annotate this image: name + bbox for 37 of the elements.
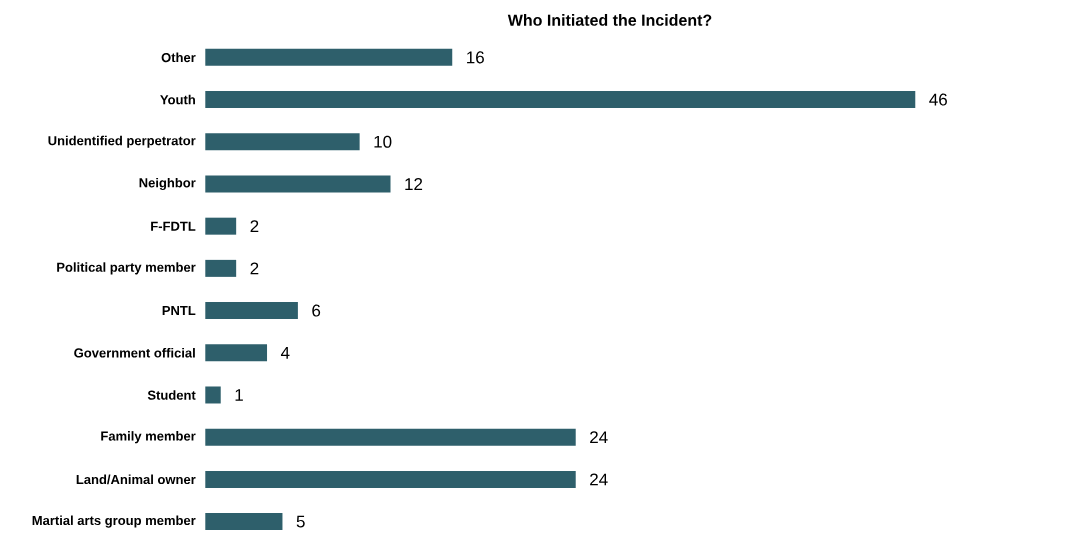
y-tick-label: Martial arts group member (32, 515, 196, 528)
y-tick-label: Other (161, 52, 196, 63)
data-label: 10 (374, 135, 392, 148)
y-tick-label: Unidentified perpetrator (48, 135, 196, 148)
data-label: 2 (250, 220, 259, 233)
y-tick-label: Family member (101, 431, 196, 444)
y-tick-label: Political party member (57, 262, 196, 275)
data-label: 5 (296, 515, 305, 528)
data-label: 12 (405, 178, 423, 190)
y-tick-label: Neighbor (139, 177, 196, 191)
y-tick-label: PNTL (162, 306, 196, 316)
bar (205, 513, 283, 531)
y-tick-label: Youth (160, 94, 195, 105)
bar (205, 428, 576, 446)
bar (205, 470, 576, 488)
data-label: 24 (590, 431, 608, 444)
data-label: 46 (929, 93, 947, 106)
y-tick-label: Government official (74, 348, 195, 358)
bar (205, 175, 391, 193)
chart-title: Who Initiated the Incident? (507, 14, 712, 26)
y-tick-label: Land/Animal owner (76, 474, 196, 485)
data-label: 16 (467, 51, 484, 64)
bar (205, 259, 237, 277)
y-tick-label: Student (147, 390, 196, 400)
data-label: 4 (280, 346, 290, 359)
bar (205, 217, 237, 235)
data-label: 24 (590, 473, 608, 486)
data-label: 2 (250, 262, 259, 275)
bar (205, 48, 453, 66)
data-label: 6 (312, 304, 321, 317)
bar (205, 344, 268, 362)
bar (205, 91, 916, 109)
bar (205, 302, 298, 320)
y-tick-label: F-FDTL (151, 221, 196, 231)
bar (205, 386, 221, 404)
bar (205, 133, 360, 151)
data-label: 1 (235, 389, 243, 401)
